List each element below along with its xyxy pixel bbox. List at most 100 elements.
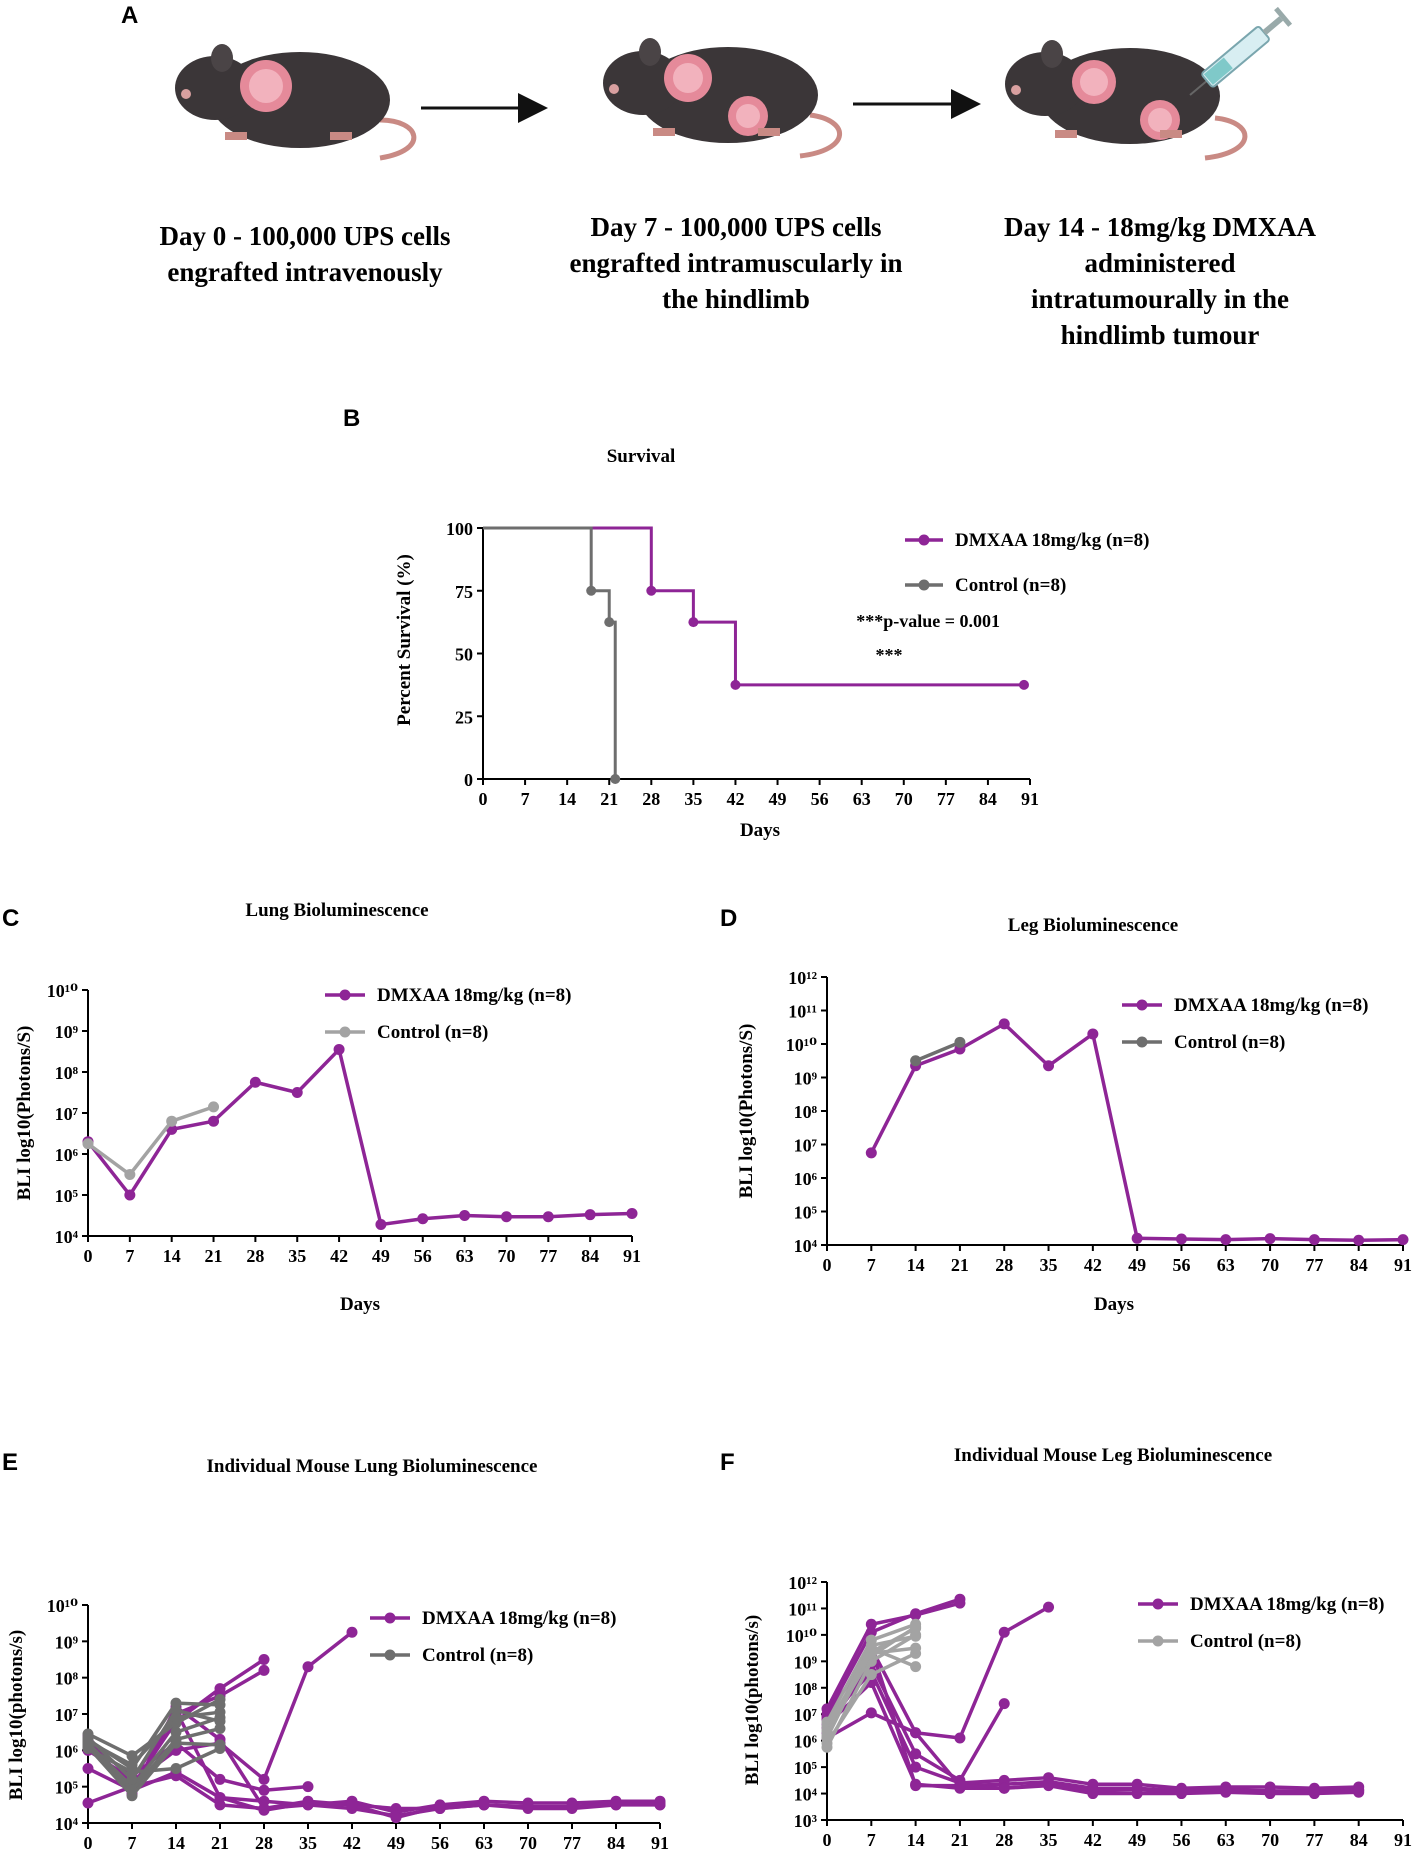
x-tick-label-c: 49 (372, 1246, 390, 1266)
significance-marker: *** (876, 645, 903, 665)
data-point-e (302, 1781, 314, 1793)
legend-marker-f (1152, 1635, 1164, 1647)
series-line-e (87, 1710, 221, 1767)
legend-label-f: Control (n=8) (1190, 1631, 1301, 1652)
x-tick-label-d: 63 (1217, 1255, 1235, 1275)
data-point-f (1043, 1778, 1055, 1790)
legend-marker-c (339, 1026, 351, 1038)
x-tick-label-c: 84 (581, 1246, 599, 1266)
x-tick-label-c: 14 (163, 1246, 181, 1266)
chart-title-b: Survival (607, 446, 676, 467)
data-point-c (249, 1076, 261, 1088)
data-point-e (214, 1743, 226, 1755)
legend-marker-d (1136, 1036, 1148, 1048)
data-point-d (1131, 1232, 1143, 1244)
data-point-c (542, 1211, 554, 1223)
y-tick-label-f: 10¹⁰ (786, 1626, 817, 1646)
legend-marker-c (339, 989, 351, 1001)
x-tick-label-b: 28 (642, 789, 660, 809)
data-point-d (954, 1036, 966, 1048)
y-tick-label-c: 10⁶ (55, 1145, 79, 1165)
p-value-annotation: ***p-value = 0.001 (856, 611, 1000, 631)
y-tick-label-f: 10¹² (788, 1573, 817, 1593)
data-point-e (82, 1797, 94, 1809)
data-point-c (459, 1210, 471, 1221)
x-tick-label-e: 7 (128, 1833, 137, 1852)
data-point-f (865, 1707, 877, 1719)
data-point-e (478, 1799, 490, 1811)
data-point-d (1397, 1234, 1409, 1246)
data-point-d (1264, 1233, 1276, 1245)
mouse-icon-day0 (175, 44, 417, 161)
syringe-icon (1189, 6, 1293, 96)
panel-label-d: D (720, 905, 738, 932)
data-point-f (910, 1642, 922, 1654)
chart-title-e: Individual Mouse Lung Bioluminescence (207, 1456, 538, 1477)
data-point-e (566, 1801, 578, 1813)
data-point-f (1087, 1785, 1099, 1797)
y-tick-label-e: 10⁸ (55, 1669, 79, 1689)
data-point-e (214, 1723, 226, 1735)
x-tick-label-f: 35 (1040, 1830, 1058, 1850)
data-point-f (998, 1698, 1010, 1710)
x-tick-label-e: 56 (431, 1833, 449, 1852)
series-line-c (86, 1047, 633, 1227)
data-point-e (170, 1733, 182, 1745)
x-tick-label-b: 42 (726, 789, 744, 809)
data-point-d (1220, 1234, 1232, 1246)
series-line-f (825, 1597, 961, 1716)
data-point-f (910, 1609, 922, 1621)
x-tick-label-d: 91 (1394, 1255, 1412, 1275)
y-tick-label-d: 10⁶ (794, 1169, 818, 1189)
data-point-c (375, 1219, 387, 1231)
data-point-d (1175, 1233, 1187, 1245)
chart-title-f: Individual Mouse Leg Bioluminescence (954, 1445, 1272, 1466)
x-tick-label-b: 56 (811, 789, 829, 809)
x-tick-label-b: 21 (600, 789, 618, 809)
data-point-c (124, 1169, 136, 1180)
data-point-e (302, 1797, 314, 1809)
x-tick-label-d: 42 (1084, 1255, 1102, 1275)
y-tick-label-c: 10¹⁰ (47, 981, 78, 1001)
x-tick-label-f: 70 (1261, 1830, 1279, 1850)
data-point-c (291, 1087, 303, 1098)
data-point-f (954, 1597, 966, 1609)
x-tick-label-f: 28 (995, 1830, 1013, 1850)
y-tick-label-d: 10¹⁰ (786, 1035, 817, 1055)
x-tick-label-d: 49 (1128, 1255, 1146, 1275)
y-tick-label-f: 10⁷ (794, 1705, 818, 1725)
x-tick-label-f: 91 (1394, 1830, 1412, 1850)
series-line-b (483, 526, 1024, 687)
series-line-e (86, 1726, 221, 1793)
data-point-e (126, 1759, 138, 1771)
data-point-c (208, 1101, 220, 1113)
data-point-f (1353, 1785, 1365, 1797)
data-point-f (1131, 1784, 1143, 1796)
data-point-f (1175, 1786, 1187, 1798)
data-point-f (910, 1622, 922, 1634)
step-day14-text: Day 14 - 18mg/kg DMXAA administered intr… (1004, 212, 1316, 350)
x-tick-label-f: 14 (907, 1830, 925, 1850)
y-tick-label-d: 10⁸ (794, 1102, 818, 1122)
data-point-d (865, 1147, 877, 1159)
data-point-e (258, 1784, 270, 1796)
x-tick-label-b: 77 (937, 789, 955, 809)
y-tick-label-e: 10⁹ (55, 1632, 79, 1652)
y-tick-label-d: 10⁴ (794, 1236, 818, 1256)
panel-label-b: B (343, 405, 361, 432)
x-tick-label-d: 35 (1040, 1255, 1058, 1275)
series-line-d (869, 1022, 1404, 1243)
data-point-f (954, 1732, 966, 1744)
y-tick-label-f: 10⁵ (794, 1758, 818, 1778)
x-tick-label-f: 21 (951, 1830, 969, 1850)
legend-label-b: Control (n=8) (955, 575, 1066, 596)
data-point-f (998, 1782, 1010, 1794)
x-tick-label-b: 14 (558, 789, 576, 809)
x-tick-label-d: 7 (867, 1255, 876, 1275)
data-point-e (258, 1773, 270, 1785)
y-tick-label-f: 10⁶ (794, 1732, 818, 1752)
y-tick-label-d: 10⁷ (794, 1136, 818, 1156)
y-tick-label-b: 0 (464, 770, 473, 790)
x-tick-label-e: 21 (211, 1833, 229, 1852)
mouse-icon-day14 (1005, 40, 1248, 161)
